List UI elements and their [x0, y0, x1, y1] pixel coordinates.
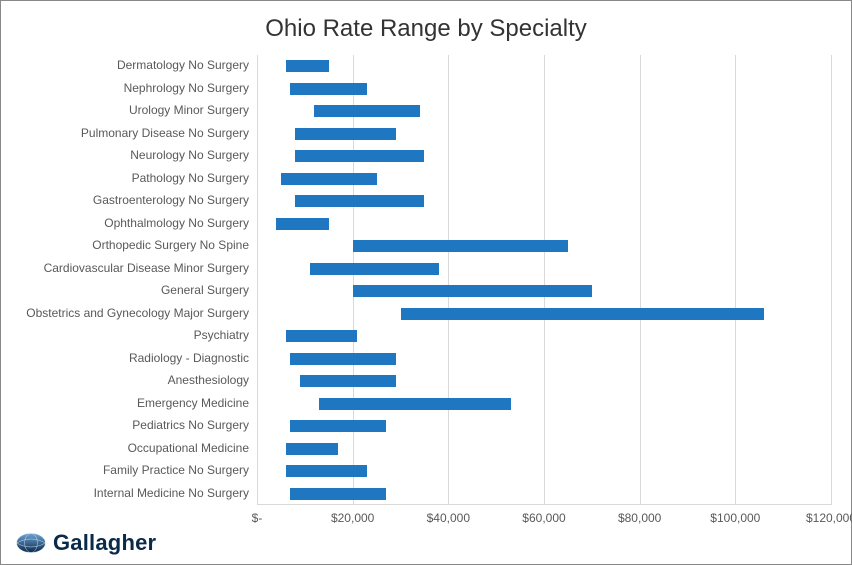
range-bar — [281, 173, 377, 185]
range-bar — [295, 150, 424, 162]
y-tick-label: Obstetrics and Gynecology Major Surgery — [11, 306, 249, 320]
chart-title: Ohio Rate Range by Specialty — [1, 15, 851, 43]
x-tick-label: $40,000 — [427, 511, 470, 525]
range-bar — [290, 353, 395, 365]
y-tick-label: Ophthalmology No Surgery — [11, 216, 249, 230]
y-tick-label: Internal Medicine No Surgery — [11, 486, 249, 500]
y-tick-label: Pediatrics No Surgery — [11, 418, 249, 432]
range-bar — [290, 83, 367, 95]
y-tick-label: Anesthesiology — [11, 373, 249, 387]
range-bar — [319, 398, 510, 410]
range-bar — [290, 420, 386, 432]
range-bar — [295, 128, 395, 140]
range-bar — [353, 240, 568, 252]
x-gridline — [448, 55, 449, 505]
range-bar — [286, 443, 339, 455]
y-tick-label: Radiology - Diagnostic — [11, 351, 249, 365]
range-bar — [295, 195, 424, 207]
brand-text: Gallagher — [53, 530, 156, 556]
x-tick-label: $60,000 — [522, 511, 565, 525]
x-gridline — [831, 55, 832, 505]
x-tick-label: $80,000 — [618, 511, 661, 525]
y-tick-label: Family Practice No Surgery — [11, 463, 249, 477]
range-bar — [276, 218, 329, 230]
range-bar — [401, 308, 765, 320]
y-tick-label: Pathology No Surgery — [11, 171, 249, 185]
y-tick-label: Nephrology No Surgery — [11, 81, 249, 95]
x-tick-label: $100,000 — [710, 511, 760, 525]
range-bar — [353, 285, 592, 297]
x-tick-label: $- — [252, 511, 263, 525]
y-tick-label: General Surgery — [11, 283, 249, 297]
range-bar — [286, 60, 329, 72]
y-tick-label: Urology Minor Surgery — [11, 103, 249, 117]
y-tick-label: Gastroenterology No Surgery — [11, 193, 249, 207]
plot-area: $-$20,000$40,000$60,000$80,000$100,000$1… — [257, 55, 831, 505]
globe-icon — [15, 531, 47, 555]
y-tick-label: Pulmonary Disease No Surgery — [11, 126, 249, 140]
range-bar — [286, 465, 367, 477]
range-bar — [290, 488, 386, 500]
x-gridline — [353, 55, 354, 505]
range-bar — [314, 105, 419, 117]
brand-logo: Gallagher — [15, 530, 156, 556]
x-gridline — [544, 55, 545, 505]
range-bar — [300, 375, 396, 387]
y-tick-label: Dermatology No Surgery — [11, 58, 249, 72]
x-gridline — [257, 55, 258, 505]
x-tick-label: $120,000 — [806, 511, 852, 525]
range-bar — [310, 263, 439, 275]
x-tick-label: $20,000 — [331, 511, 374, 525]
x-gridline — [640, 55, 641, 505]
y-tick-label: Emergency Medicine — [11, 396, 249, 410]
x-gridline — [735, 55, 736, 505]
chart-frame: { "title": { "text": "Ohio Rate Range by… — [0, 0, 852, 565]
y-tick-label: Cardiovascular Disease Minor Surgery — [11, 261, 249, 275]
y-tick-label: Occupational Medicine — [11, 441, 249, 455]
y-tick-label: Orthopedic Surgery No Spine — [11, 238, 249, 252]
y-tick-label: Neurology No Surgery — [11, 148, 249, 162]
y-tick-label: Psychiatry — [11, 328, 249, 342]
range-bar — [286, 330, 358, 342]
